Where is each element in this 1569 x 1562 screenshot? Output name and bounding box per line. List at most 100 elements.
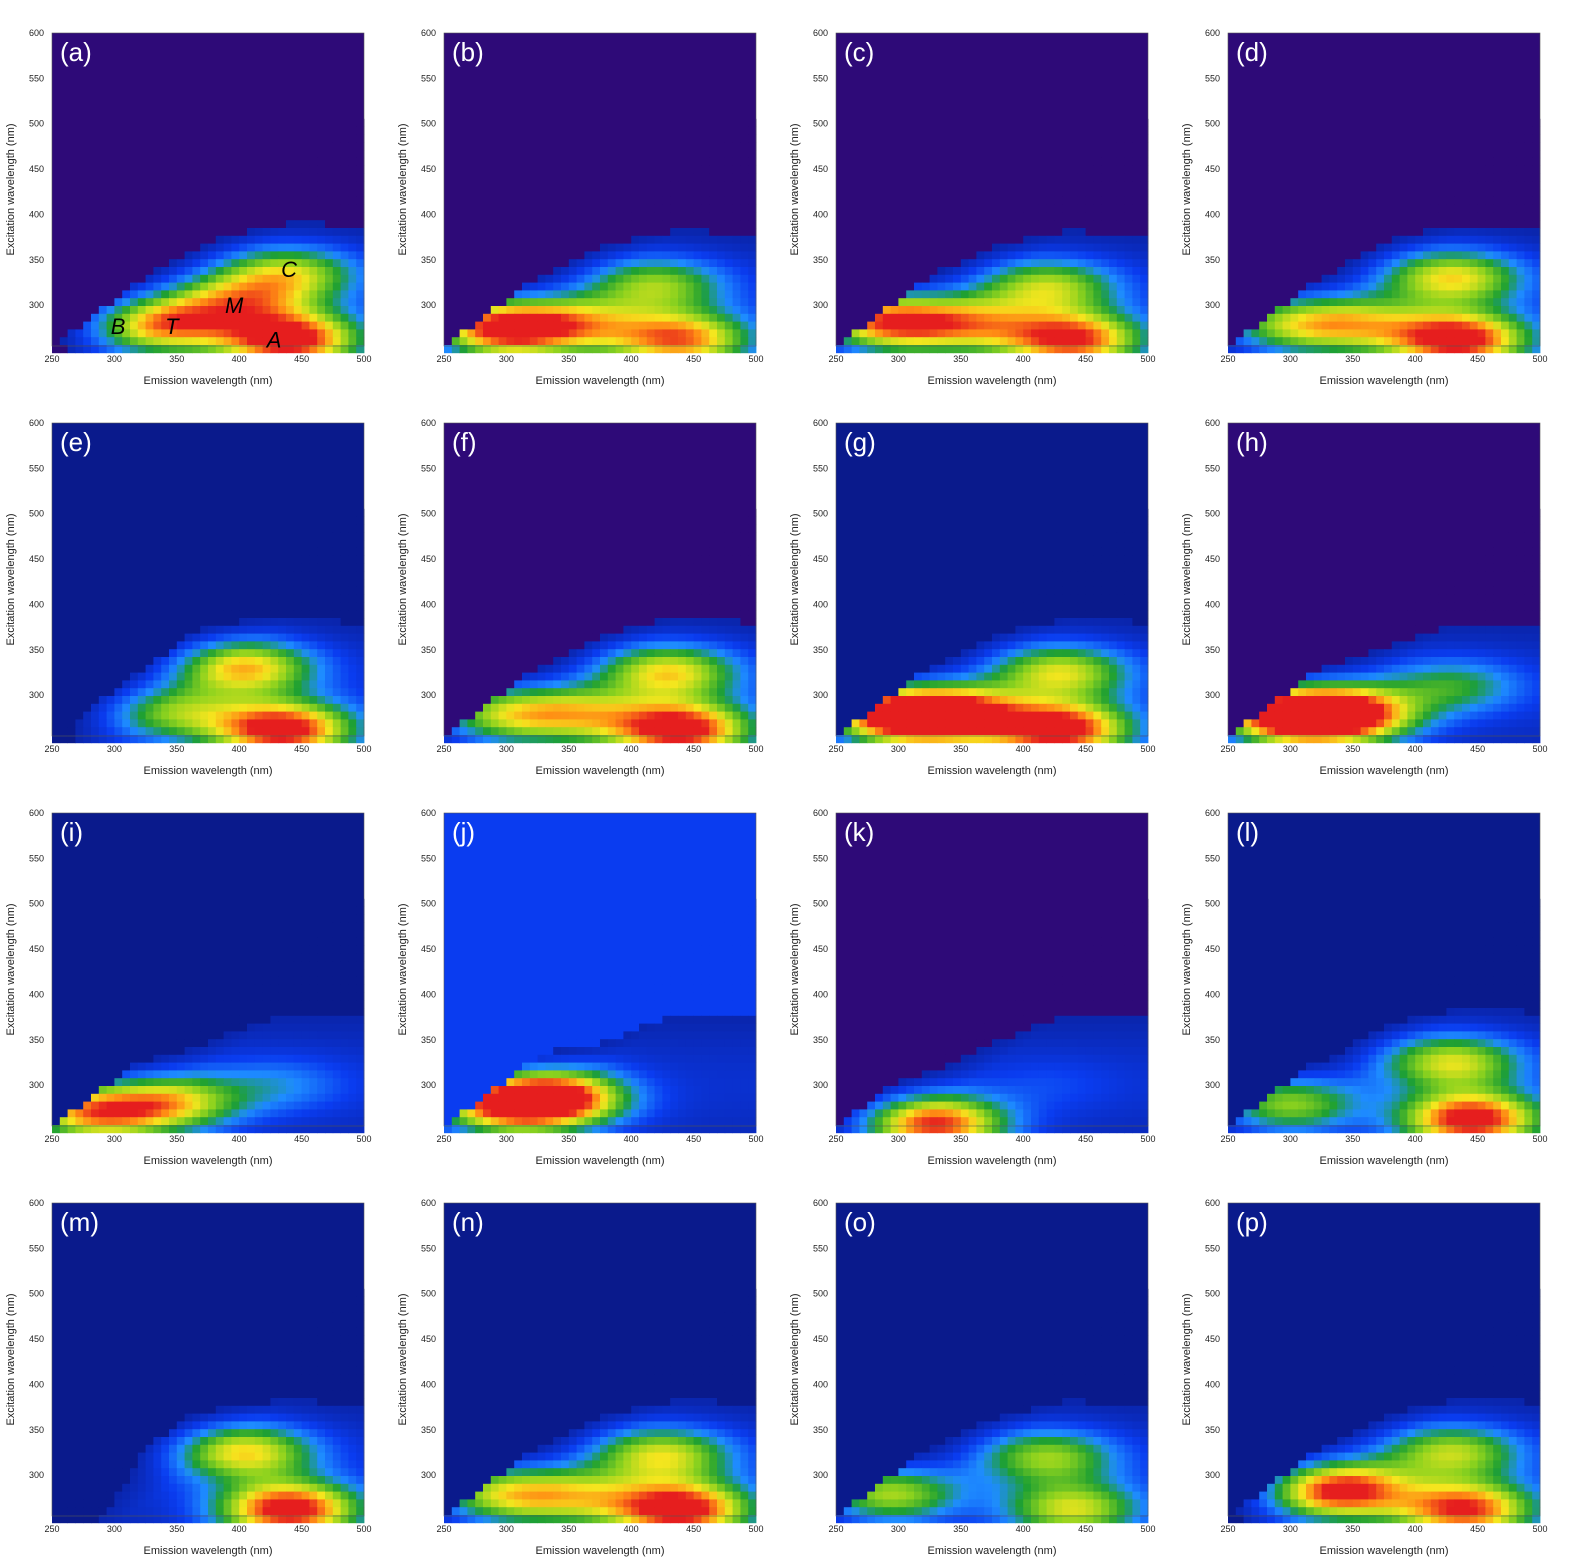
x-tick-label: 300 — [891, 354, 906, 364]
heatmap-cell — [1070, 181, 1079, 190]
heatmap-cell — [262, 579, 271, 588]
heatmap-cell — [215, 259, 224, 268]
heatmap-cell — [732, 251, 741, 260]
heatmap-cell — [262, 618, 271, 627]
heatmap-cell — [301, 563, 310, 572]
heatmap-cell — [1430, 306, 1439, 315]
heatmap-cell — [1007, 703, 1016, 712]
heatmap-cell — [1070, 664, 1079, 673]
heatmap-cell — [678, 329, 687, 338]
heatmap-cell — [631, 696, 640, 705]
heatmap-cell — [231, 235, 240, 244]
heatmap-cell — [1329, 703, 1338, 712]
heatmap-cell — [176, 290, 185, 299]
heatmap-cell — [568, 290, 577, 299]
heatmap-cell — [1360, 703, 1369, 712]
heatmap-cell — [976, 337, 985, 346]
heatmap-cell — [1038, 649, 1047, 658]
heatmap-cell — [685, 274, 694, 283]
heatmap-cell — [1485, 711, 1494, 720]
heatmap-cell — [1454, 594, 1463, 603]
heatmap-cell — [1054, 337, 1063, 346]
heatmap-cell — [968, 298, 977, 307]
heatmap-cell — [1093, 672, 1102, 681]
heatmap-cell — [498, 727, 507, 736]
heatmap-cell — [1446, 274, 1455, 283]
heatmap-cell — [1415, 719, 1424, 728]
heatmap-cell — [561, 649, 570, 658]
heatmap-cell — [1054, 274, 1063, 283]
heatmap-cell — [748, 508, 757, 517]
heatmap-cell — [1423, 649, 1432, 658]
heatmap-cell — [356, 633, 365, 642]
heatmap-cell — [161, 290, 170, 299]
heatmap-cell — [592, 633, 601, 642]
heatmap-cell — [1524, 524, 1533, 533]
heatmap-cell — [153, 727, 162, 736]
heatmap-cell — [286, 243, 295, 252]
heatmap-cell — [999, 727, 1008, 736]
heatmap-cell — [348, 251, 357, 260]
heatmap-cell — [317, 337, 326, 346]
heatmap-cell — [239, 212, 248, 221]
y-tick-label: 600 — [29, 28, 44, 38]
heatmap-cell — [1493, 267, 1502, 276]
heatmap-cell — [953, 719, 962, 728]
heatmap-cell — [1376, 680, 1385, 689]
heatmap-cell — [623, 274, 632, 283]
heatmap-cell — [732, 594, 741, 603]
heatmap-cell — [1140, 235, 1149, 244]
heatmap-cell — [262, 220, 271, 229]
heatmap-cell — [1015, 282, 1024, 291]
heatmap-cell — [607, 329, 616, 338]
heatmap-cell — [1109, 563, 1118, 572]
heatmap-cell — [639, 282, 648, 291]
heatmap-cell — [968, 641, 977, 650]
heatmap-cell — [748, 641, 757, 650]
heatmap-cell — [1469, 610, 1478, 619]
heatmap-cell — [1485, 282, 1494, 291]
heatmap-cell — [356, 540, 365, 549]
heatmap-cell — [309, 672, 318, 681]
heatmap-cell — [1116, 625, 1125, 634]
heatmap-cell — [1070, 274, 1079, 283]
heatmap-cell — [561, 657, 570, 666]
heatmap-cell — [176, 703, 185, 712]
heatmap-cell — [615, 274, 624, 283]
heatmap-cell — [1501, 243, 1510, 252]
heatmap-cell — [1062, 579, 1071, 588]
heatmap-cell — [254, 727, 263, 736]
heatmap-cell — [748, 563, 757, 572]
heatmap-cell — [875, 345, 884, 354]
heatmap-cell — [717, 563, 726, 572]
heatmap-cell — [740, 540, 749, 549]
heatmap-cell — [1062, 657, 1071, 666]
heatmap-cell — [717, 719, 726, 728]
heatmap-cell — [701, 586, 710, 595]
heatmap-cell — [1532, 703, 1541, 712]
heatmap-cell — [1062, 594, 1071, 603]
heatmap-cell — [1532, 196, 1541, 205]
heatmap-cell — [1062, 664, 1071, 673]
heatmap-cell — [498, 345, 507, 354]
heatmap-cell — [1077, 298, 1086, 307]
heatmap-cell — [332, 235, 341, 244]
heatmap-cell — [553, 313, 562, 322]
heatmap-cell — [145, 688, 154, 697]
heatmap-cell — [1031, 594, 1040, 603]
heatmap-cell — [748, 524, 757, 533]
heatmap-cell — [169, 672, 178, 681]
heatmap-cell — [992, 306, 1001, 315]
heatmap-cell — [153, 321, 162, 330]
heatmap-cell — [646, 735, 655, 744]
heatmap-cell — [340, 579, 349, 588]
heatmap-cell — [843, 337, 852, 346]
heatmap-cell — [1070, 313, 1079, 322]
heatmap-cell — [685, 298, 694, 307]
heatmap-cell — [231, 337, 240, 346]
heatmap-cell — [130, 711, 139, 720]
heatmap-cell — [709, 274, 718, 283]
heatmap-cell — [1508, 181, 1517, 190]
heatmap-cell — [906, 727, 915, 736]
heatmap-cell — [1093, 204, 1102, 213]
